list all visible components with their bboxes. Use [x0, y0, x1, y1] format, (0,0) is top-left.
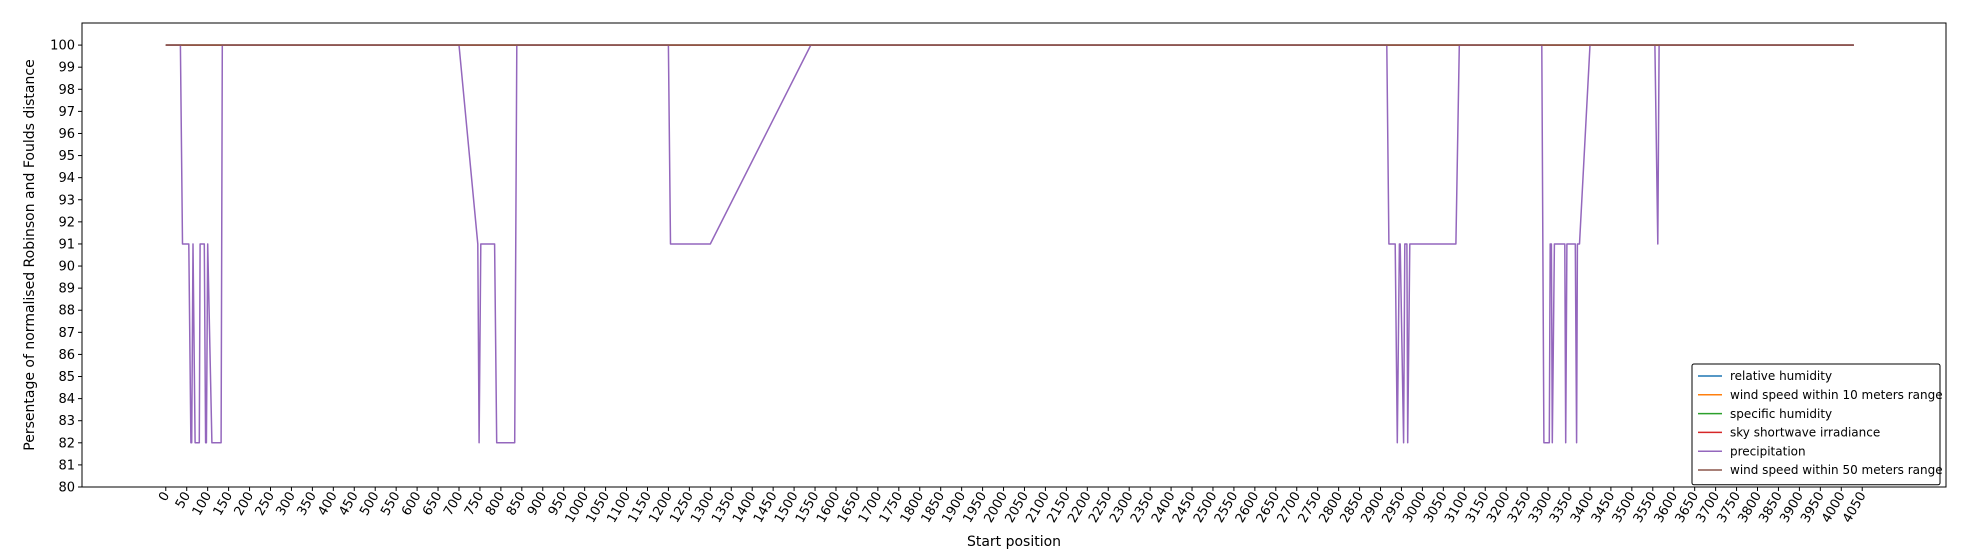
x-tick-label: 0 [156, 490, 173, 505]
y-tick-label: 92 [58, 215, 75, 230]
legend-label: precipitation [1730, 444, 1806, 458]
legend-label: sky shortwave irradiance [1730, 426, 1880, 440]
x-tick-label: 800 [483, 490, 508, 519]
y-tick-label: 80 [58, 481, 75, 496]
y-tick-label: 82 [58, 436, 75, 451]
x-tick-label: 750 [462, 490, 487, 519]
y-tick-label: 83 [58, 414, 75, 429]
y-tick-label: 90 [58, 260, 75, 275]
y-tick-label: 98 [58, 83, 75, 98]
legend-frame [1691, 363, 1941, 486]
x-tick-label: 700 [441, 490, 466, 519]
legend: relative humidity wind speed within 10 me… [1691, 363, 1943, 486]
y-tick-label: 96 [58, 127, 75, 142]
series-layer [165, 44, 1854, 444]
y-tick-label: 81 [58, 458, 75, 473]
y-tick-label: 85 [58, 370, 75, 385]
x-tick-label: 850 [504, 490, 529, 519]
y-tick-label: 94 [58, 171, 75, 186]
x-tick-label: 900 [525, 490, 550, 519]
legend-label: wind speed within 50 meters range [1730, 463, 1943, 477]
x-axis: 0 501001502002503003504004505005506006507… [156, 487, 1870, 526]
y-tick-label: 87 [58, 326, 75, 341]
x-tick-label: 150 [211, 490, 236, 519]
x-tick-label: 400 [315, 490, 340, 519]
x-tick-label: 100 [190, 490, 215, 519]
x-tick-label: 350 [294, 490, 319, 519]
x-tick-label: 50 [173, 490, 194, 512]
y-tick-label: 93 [58, 193, 75, 208]
legend-label: specific humidity [1730, 407, 1832, 421]
y-tick-label: 91 [58, 237, 75, 252]
plot-area [81, 22, 1947, 488]
y-tick-label: 97 [58, 105, 75, 120]
legend-label: wind speed within 10 meters range [1730, 388, 1943, 402]
y-tick-label: 86 [58, 348, 75, 363]
y-axis-label: Persentage of normalised Robinson and Fo… [22, 59, 38, 450]
series-line-5 [165, 44, 1854, 444]
y-axis: 80 81 82 83 84 85 86 87 88 89 90 91 92 93 94 95 96 97 98 99… [50, 39, 82, 496]
y-tick-label: 95 [58, 149, 75, 164]
y-tick-label: 84 [58, 392, 75, 407]
y-tick-label: 100 [50, 39, 75, 54]
y-tick-label: 89 [58, 282, 75, 297]
x-tick-label: 300 [273, 490, 298, 519]
x-tick-label: 550 [378, 490, 403, 519]
y-tick-label: 88 [58, 304, 75, 319]
legend-label: relative humidity [1730, 369, 1832, 383]
x-tick-label: 500 [357, 490, 382, 519]
x-tick-label: 600 [399, 490, 424, 519]
x-axis-label: Start position [967, 534, 1061, 550]
x-tick-label: 250 [253, 490, 278, 519]
x-tick-label: 450 [336, 490, 361, 519]
x-tick-label: 650 [420, 490, 445, 519]
x-tick-label: 200 [232, 490, 257, 519]
y-tick-label: 99 [58, 61, 75, 76]
